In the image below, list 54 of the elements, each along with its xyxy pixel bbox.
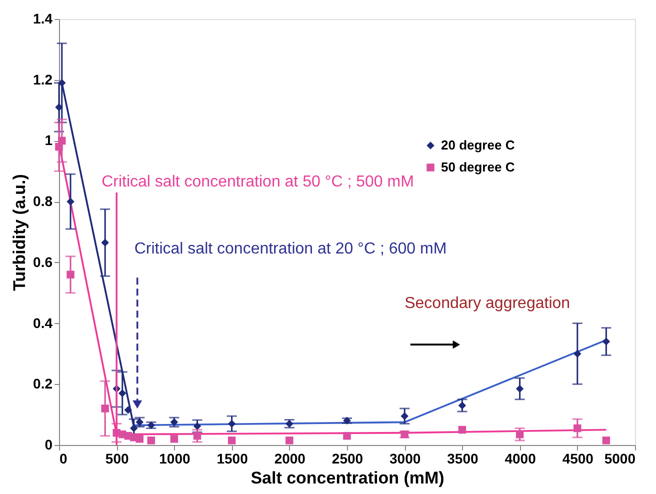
point: [58, 136, 66, 145]
x-tick-label: 2500: [332, 450, 364, 466]
x-tick-label: 0: [60, 450, 68, 466]
y-tick-label: 0: [44, 436, 53, 452]
point: [574, 350, 582, 358]
annotation: Critical salt concentration at 20 °C ; 600 mM: [134, 240, 447, 258]
y-tick-label: 0.6: [33, 254, 53, 270]
point: [516, 430, 524, 438]
x-tick-label: 4500: [562, 450, 594, 466]
point: [574, 424, 582, 432]
legend-label: 50 degree C: [441, 160, 516, 174]
point: [458, 402, 466, 410]
point: [147, 436, 156, 444]
x-tick-label: 3000: [390, 450, 421, 466]
x-tick-label: 2000: [274, 450, 306, 466]
x-tick-label: 1000: [159, 450, 190, 466]
y-tick-label: 0.4: [33, 314, 53, 331]
point: [58, 79, 66, 87]
point: [193, 432, 202, 440]
point: [55, 103, 63, 112]
point: [130, 424, 138, 432]
point: [602, 338, 610, 346]
x-tick-label: 500: [105, 450, 129, 466]
point: [400, 412, 408, 420]
point: [228, 436, 236, 444]
point: [458, 426, 466, 434]
annotation: Secondary aggregation: [404, 295, 570, 312]
point: [516, 384, 524, 393]
point: [286, 436, 294, 444]
y-axis-title: Turbidity (a.u.): [10, 174, 30, 291]
point: [101, 404, 109, 412]
y-tick-label: 1.2: [33, 71, 53, 88]
x-axis-title: Salt concentration (mM): [250, 468, 444, 488]
point: [101, 238, 109, 247]
point: [124, 406, 132, 414]
point: [228, 420, 236, 428]
x-tick-label: 3500: [447, 450, 478, 466]
point: [66, 198, 74, 206]
point: [602, 436, 610, 444]
y-tick-label: 0.8: [33, 193, 53, 210]
y-tick-label: 1.4: [33, 10, 53, 26]
x-tick-label: 4000: [504, 450, 536, 466]
point: [343, 432, 351, 440]
y-tick-label: 1: [44, 132, 53, 148]
y-tick-label: 0.2: [33, 376, 53, 392]
point: [66, 270, 74, 278]
annotation: Critical salt concentration at 50 °C ; 500 mM: [102, 173, 414, 190]
point: [193, 422, 202, 430]
x-tick-label: 5000: [604, 450, 636, 466]
legend-label: 20 degree C: [441, 138, 516, 152]
point: [136, 435, 144, 443]
point: [170, 435, 178, 443]
point: [118, 389, 126, 398]
x-tick-label: 1500: [216, 450, 248, 466]
